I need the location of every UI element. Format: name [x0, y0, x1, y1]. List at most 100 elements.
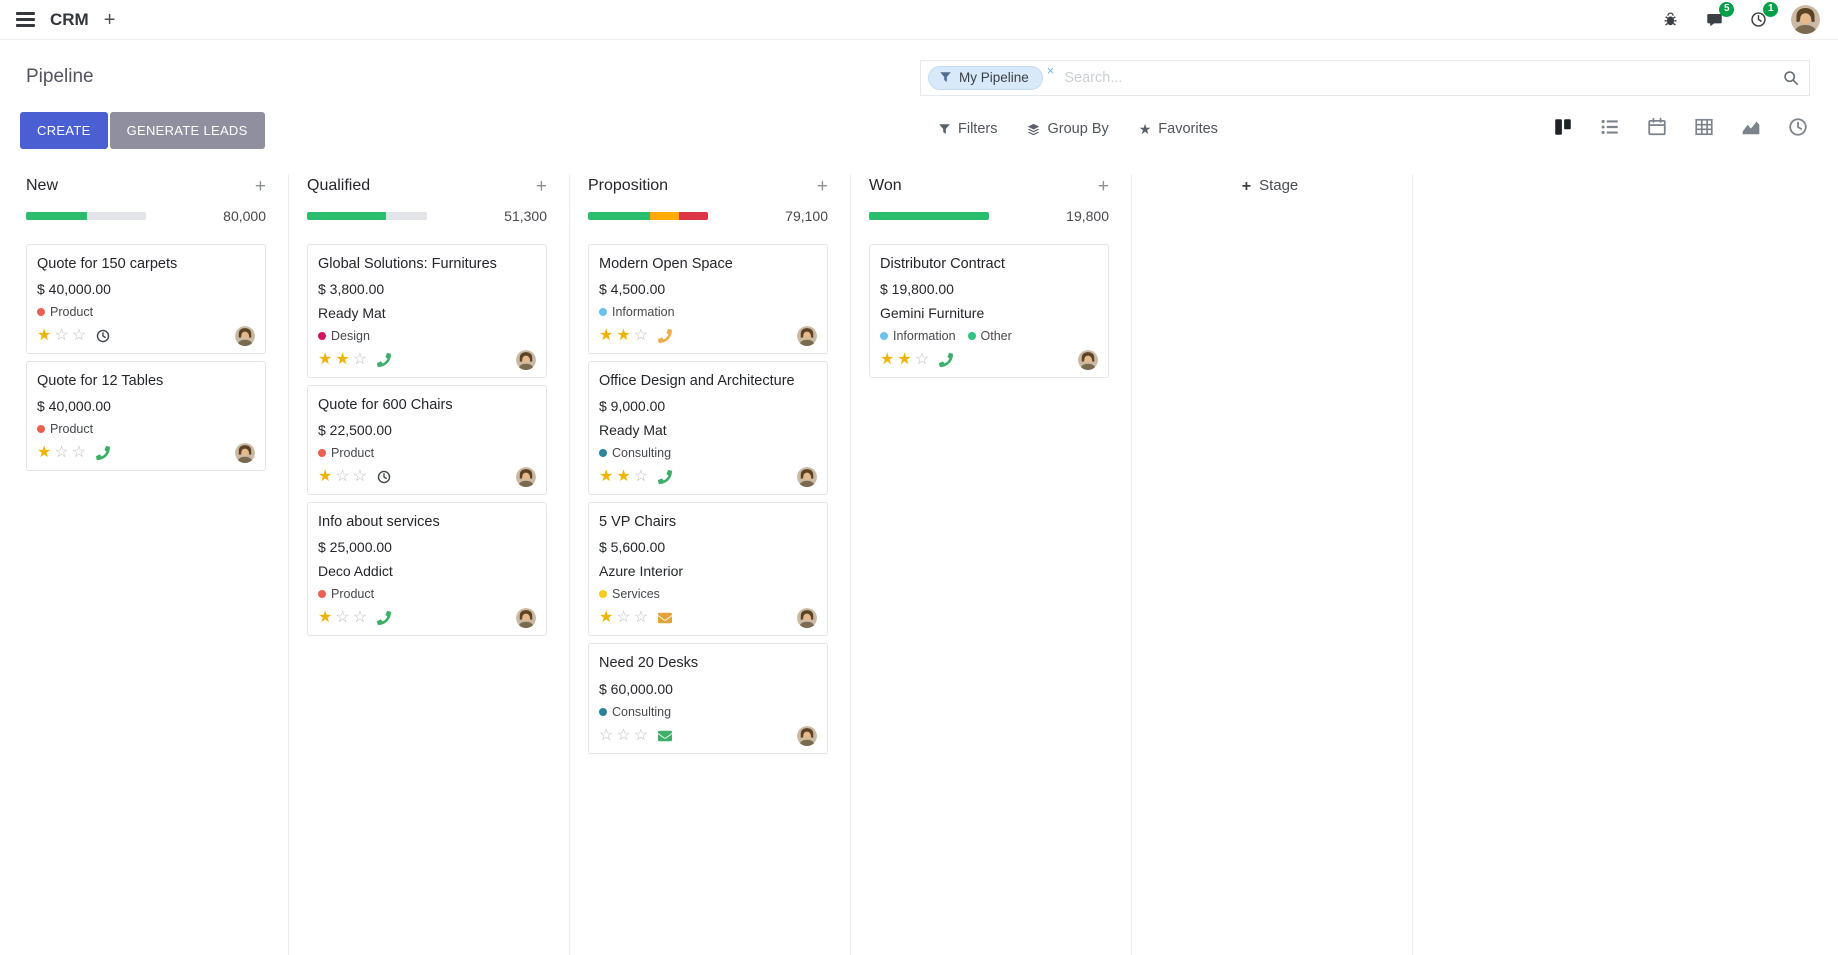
kanban-card[interactable]: Distributor Contract $ 19,800.00 Gemini … — [869, 244, 1109, 379]
star-icon[interactable]: ★ — [880, 351, 895, 369]
card-amount: $ 3,800.00 — [318, 281, 385, 298]
star-icon[interactable]: ☆ — [352, 351, 368, 369]
star-icon[interactable]: ☆ — [71, 327, 87, 345]
view-list-icon[interactable] — [1600, 117, 1620, 137]
kanban-card[interactable]: Quote for 12 Tables $ 40,000.00 Product … — [26, 361, 266, 472]
star-icon[interactable]: ★ — [37, 327, 52, 345]
star-icon[interactable]: ★ — [335, 351, 350, 369]
star-icon[interactable]: ★ — [599, 468, 614, 486]
clock-icon[interactable] — [377, 470, 391, 484]
phone-icon[interactable] — [658, 329, 673, 344]
group-by-menu[interactable]: Group By — [1027, 121, 1109, 137]
star-icon[interactable]: ☆ — [616, 726, 631, 744]
star-icon[interactable]: ☆ — [599, 726, 614, 744]
card-title: Quote for 600 Chairs — [318, 397, 453, 414]
star-icon[interactable]: ★ — [616, 327, 631, 345]
view-kanban-icon[interactable] — [1553, 117, 1573, 137]
star-icon[interactable]: ★ — [37, 444, 52, 462]
star-icon[interactable]: ☆ — [71, 444, 87, 462]
kanban-column-new: New + 80,000 Quote for 150 carpets $ 40,… — [8, 174, 289, 955]
apps-menu-icon[interactable] — [16, 12, 35, 27]
kanban-card[interactable]: Office Design and Architecture $ 9,000.0… — [588, 361, 828, 496]
kanban-card[interactable]: Quote for 150 carpets $ 40,000.00 Produc… — [26, 244, 266, 355]
view-activity-icon[interactable] — [1788, 117, 1808, 137]
star-icon[interactable]: ☆ — [633, 468, 649, 486]
user-avatar[interactable] — [1791, 5, 1820, 34]
star-icon[interactable]: ☆ — [914, 351, 930, 369]
progress-segment[interactable] — [650, 212, 680, 220]
clock-icon[interactable] — [96, 329, 110, 343]
star-icon[interactable]: ☆ — [54, 327, 69, 345]
search-icon[interactable] — [1783, 70, 1799, 86]
star-icon[interactable]: ☆ — [352, 609, 368, 627]
star-icon[interactable]: ☆ — [335, 468, 350, 486]
kanban-card[interactable]: 5 VP Chairs $ 5,600.00 Azure Interior Se… — [588, 502, 828, 637]
star-icon[interactable]: ☆ — [633, 609, 649, 627]
progress-segment[interactable] — [679, 212, 708, 220]
quick-add-icon[interactable]: + — [535, 175, 547, 197]
favorites-menu[interactable]: ★ Favorites — [1139, 121, 1218, 137]
tag-color-dot — [37, 308, 45, 317]
star-icon[interactable]: ☆ — [335, 609, 350, 627]
generate-leads-button[interactable]: GENERATE LEADS — [109, 112, 265, 149]
search-bar[interactable]: My Pipeline × — [920, 60, 1810, 96]
progress-segment[interactable] — [307, 212, 387, 220]
envelope-icon[interactable] — [658, 729, 673, 743]
kanban-card[interactable]: Modern Open Space $ 4,500.00 Information… — [588, 244, 828, 355]
phone-icon[interactable] — [939, 353, 954, 368]
star-icon[interactable]: ★ — [599, 609, 614, 627]
create-button[interactable]: CREATE — [20, 112, 108, 149]
star-icon[interactable]: ★ — [897, 351, 912, 369]
top-navbar: CRM + 5 1 — [0, 0, 1838, 40]
search-input[interactable] — [1064, 70, 1775, 86]
phone-icon[interactable] — [658, 470, 673, 485]
filters-menu[interactable]: Filters — [938, 121, 997, 137]
progress-segment[interactable] — [588, 212, 651, 220]
star-icon[interactable]: ★ — [318, 351, 333, 369]
progress-segment[interactable] — [26, 212, 88, 220]
envelope-icon[interactable] — [658, 611, 673, 625]
star-icon[interactable]: ☆ — [54, 444, 69, 462]
phone-icon[interactable] — [377, 611, 392, 626]
messages-icon[interactable]: 5 — [1703, 1, 1734, 31]
kanban-card[interactable]: Quote for 600 Chairs $ 22,500.00 Product… — [307, 385, 547, 496]
phone-icon[interactable] — [96, 446, 111, 461]
card-partner: Gemini Furniture — [880, 305, 985, 322]
plus-icon[interactable]: + — [103, 8, 116, 31]
star-icon[interactable]: ★ — [599, 327, 614, 345]
facet-remove-icon[interactable]: × — [1046, 62, 1055, 78]
progress-segment[interactable] — [869, 212, 989, 220]
column-progressbar[interactable] — [307, 212, 427, 220]
kanban-card[interactable]: Info about services $ 25,000.00 Deco Add… — [307, 502, 547, 637]
column-progressbar[interactable] — [869, 212, 989, 220]
star-icon[interactable]: ☆ — [616, 609, 631, 627]
view-graph-icon[interactable] — [1741, 117, 1761, 137]
action-buttons: CREATE GENERATE LEADS — [20, 112, 265, 149]
priority-stars: ★ ☆ ☆ — [318, 469, 367, 485]
quick-add-icon[interactable]: + — [1097, 175, 1109, 197]
star-icon[interactable]: ★ — [616, 468, 631, 486]
card-title: Info about services — [318, 514, 440, 531]
kanban-card[interactable]: Need 20 Desks $ 60,000.00 Consulting ☆ ☆… — [588, 643, 828, 754]
app-name[interactable]: CRM — [50, 9, 89, 29]
quick-add-icon[interactable]: + — [816, 175, 828, 197]
avatar — [1078, 350, 1098, 371]
view-calendar-icon[interactable] — [1647, 117, 1667, 137]
kanban-card[interactable]: Global Solutions: Furnitures $ 3,800.00 … — [307, 244, 547, 379]
debug-bug-icon[interactable] — [1659, 9, 1681, 31]
view-pivot-icon[interactable] — [1694, 117, 1714, 137]
star-icon[interactable]: ★ — [318, 468, 333, 486]
column-progressbar[interactable] — [588, 212, 708, 220]
filter-funnel-icon — [938, 123, 951, 136]
star-icon[interactable]: ★ — [318, 609, 333, 627]
activities-clock-icon[interactable]: 1 — [1747, 1, 1778, 31]
column-progressbar[interactable] — [26, 212, 146, 220]
star-icon[interactable]: ☆ — [352, 468, 368, 486]
star-icon[interactable]: ☆ — [633, 327, 649, 345]
tag-label: Services — [612, 587, 660, 602]
quick-add-icon[interactable]: + — [254, 175, 266, 197]
phone-icon[interactable] — [377, 353, 392, 368]
add-stage-column[interactable]: + Stage — [1132, 174, 1413, 955]
star-icon[interactable]: ☆ — [633, 726, 649, 744]
search-facet[interactable]: My Pipeline — [928, 66, 1043, 90]
